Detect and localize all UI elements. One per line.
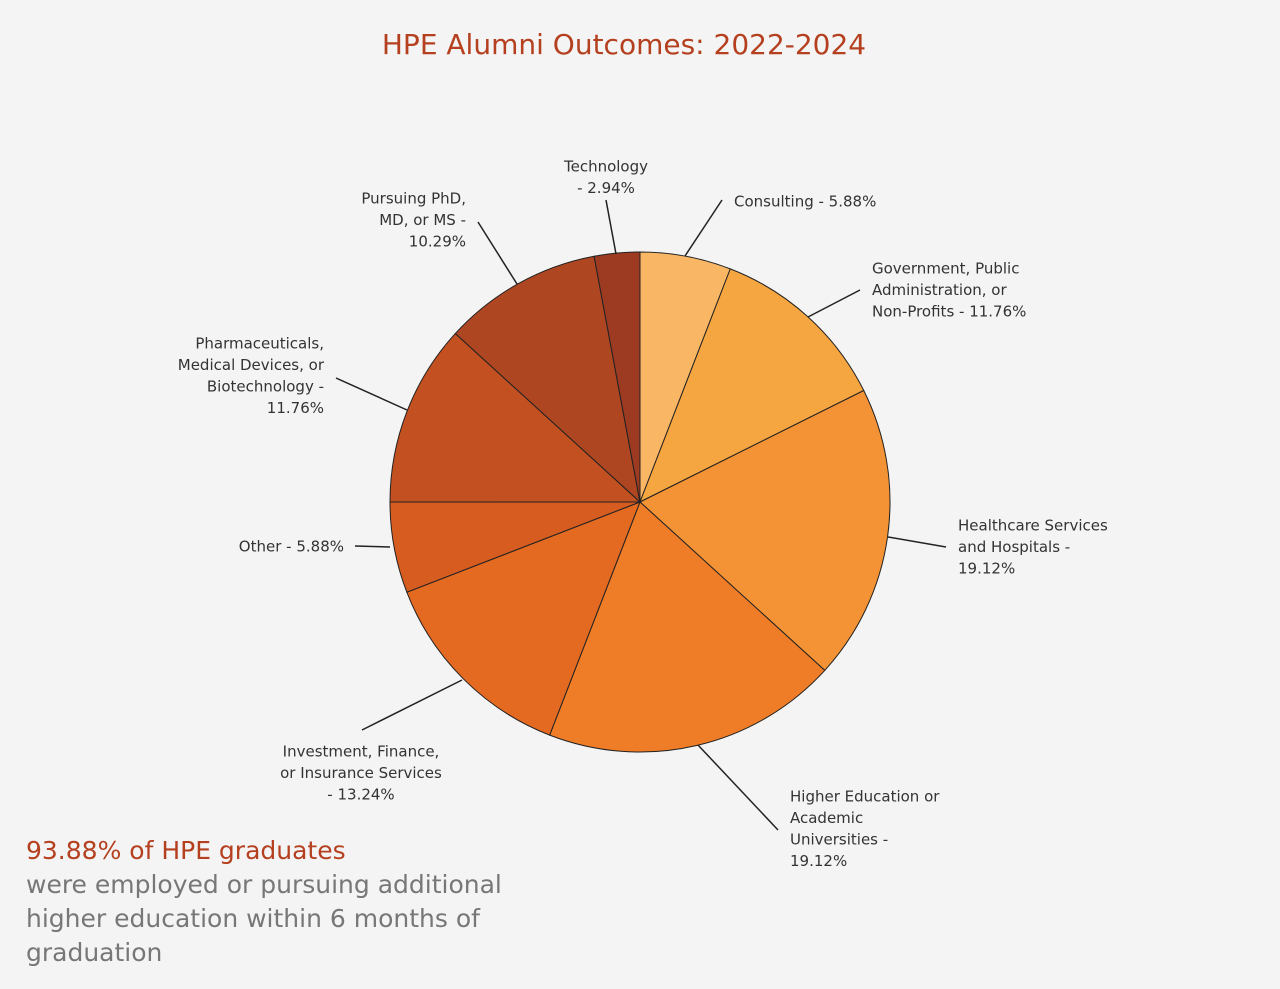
slice-label: Consulting - 5.88% — [734, 193, 876, 211]
slice-label: 19.12% — [958, 560, 1015, 578]
annotation-line: were employed or pursuing additional — [26, 870, 502, 899]
slice-label: Biotechnology - — [207, 378, 324, 396]
slice-label: Academic — [790, 809, 863, 827]
leader-line — [684, 199, 723, 257]
slice-label: Higher Education or — [790, 788, 940, 806]
leader-line — [697, 744, 779, 831]
slice-label: - 13.24% — [327, 786, 394, 804]
slice-label: Investment, Finance, — [283, 743, 440, 761]
slice-label: 11.76% — [267, 399, 324, 417]
leader-line — [354, 545, 391, 548]
slice-label: 19.12% — [790, 852, 847, 870]
leader-line — [807, 289, 861, 318]
slice-label: Pharmaceuticals, — [195, 335, 324, 353]
slice-label: Non-Profits - 11.76% — [872, 303, 1026, 321]
leader-line — [477, 221, 518, 285]
pie-slice — [593, 251, 641, 503]
slice-label: Healthcare Services — [958, 517, 1108, 535]
leader-line — [605, 199, 617, 255]
slice-label: and Hospitals - — [958, 538, 1070, 556]
annotation-line: higher education within 6 months of — [26, 904, 481, 933]
slice-label: Medical Devices, or — [178, 356, 325, 374]
slice-label: Pursuing PhD, — [361, 190, 466, 208]
pie-slice — [548, 501, 826, 753]
leader-line — [335, 377, 408, 411]
slice-label: Technology — [563, 158, 648, 176]
slice-label: Universities - — [790, 831, 888, 849]
annotation-line: graduation — [26, 938, 162, 967]
slice-label: Administration, or — [872, 281, 1007, 299]
pie-slice — [454, 255, 641, 504]
slice-label: Government, Public — [872, 260, 1019, 278]
leader-line — [887, 536, 947, 548]
pie-slice — [389, 332, 642, 503]
annotation-highlight: 93.88% of HPE graduates — [26, 836, 346, 865]
leader-line — [361, 679, 463, 731]
pie-slice — [639, 389, 891, 672]
pie-slice — [406, 501, 641, 736]
slice-label: Other - 5.88% — [239, 538, 344, 556]
slice-label: - 2.94% — [577, 179, 635, 197]
slice-label: MD, or MS - — [379, 211, 466, 229]
slice-label: 10.29% — [409, 233, 466, 251]
slice-label: or Insurance Services — [280, 764, 442, 782]
chart-title: HPE Alumni Outcomes: 2022-2024 — [382, 28, 866, 61]
